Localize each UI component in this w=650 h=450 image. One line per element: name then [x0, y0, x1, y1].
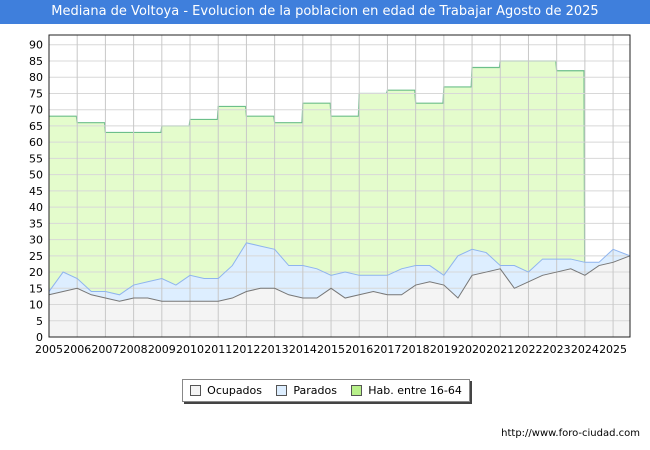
legend-label: Parados: [293, 384, 337, 397]
ocupados-area: [49, 255, 630, 337]
x-tick-label: 2020: [458, 343, 486, 356]
y-tick-label: 90: [29, 39, 43, 52]
y-tick-label: 40: [29, 201, 43, 214]
y-tick-label: 25: [29, 250, 43, 263]
legend-swatch: [190, 385, 202, 396]
x-tick-label: 2014: [289, 343, 317, 356]
x-tick-label: 2010: [176, 343, 204, 356]
y-tick-label: 60: [29, 136, 43, 149]
y-tick-label: 0: [36, 331, 43, 344]
x-tick-label: 2025: [599, 343, 627, 356]
x-tick-label: 2013: [261, 343, 289, 356]
chart-title: Mediana de Voltoya - Evolucion de la pob…: [0, 0, 650, 24]
x-tick-label: 2007: [91, 343, 119, 356]
y-tick-label: 55: [29, 152, 43, 165]
x-tick-label: 2022: [514, 343, 542, 356]
parados-line: [48, 242, 631, 296]
x-tick-label: 2019: [430, 343, 458, 356]
ocupados-line: [48, 255, 631, 302]
x-tick-label: 2023: [543, 343, 571, 356]
x-tick-label: 2021: [486, 343, 514, 356]
x-tick-label: 2018: [402, 343, 430, 356]
x-tick-label: 2016: [345, 343, 373, 356]
legend: Ocupados Parados Hab. entre 16-64: [182, 379, 470, 402]
y-tick-label: 80: [29, 71, 43, 84]
x-tick-label: 2011: [204, 343, 232, 356]
x-tick-label: 2017: [373, 343, 401, 356]
footer-url: http://www.foro-ciudad.com: [501, 428, 640, 439]
y-tick-label: 30: [29, 234, 43, 247]
x-tick-label: 2012: [232, 343, 260, 356]
legend-swatch: [276, 385, 288, 396]
x-tick-label: 2008: [120, 343, 148, 356]
x-tick-label: 2015: [317, 343, 345, 356]
x-tick-label: 2009: [148, 343, 176, 356]
y-tick-label: 20: [29, 266, 43, 279]
y-tick-label: 85: [29, 55, 43, 68]
x-tick-label: 2005: [35, 343, 63, 356]
y-tick-label: 35: [29, 217, 43, 230]
y-tick-label: 50: [29, 169, 43, 182]
legend-swatch: [351, 385, 363, 396]
parados-area: [49, 242, 630, 302]
y-tick-label: 15: [29, 282, 43, 295]
y-tick-label: 10: [29, 299, 43, 312]
y-tick-label: 75: [29, 87, 43, 100]
legend-label: Hab. entre 16-64: [368, 384, 462, 397]
y-tick-label: 70: [29, 104, 43, 117]
legend-ocupados: Ocupados: [190, 384, 262, 397]
plot-border: [48, 34, 631, 338]
y-tick-label: 65: [29, 120, 43, 133]
x-tick-label: 2006: [63, 343, 91, 356]
legend-hab: Hab. entre 16-64: [351, 384, 462, 397]
y-tick-label: 5: [36, 315, 43, 328]
x-tick-label: 2024: [571, 343, 599, 356]
y-tick-label: 45: [29, 185, 43, 198]
legend-parados: Parados: [276, 384, 337, 397]
legend-label: Ocupados: [207, 384, 263, 397]
